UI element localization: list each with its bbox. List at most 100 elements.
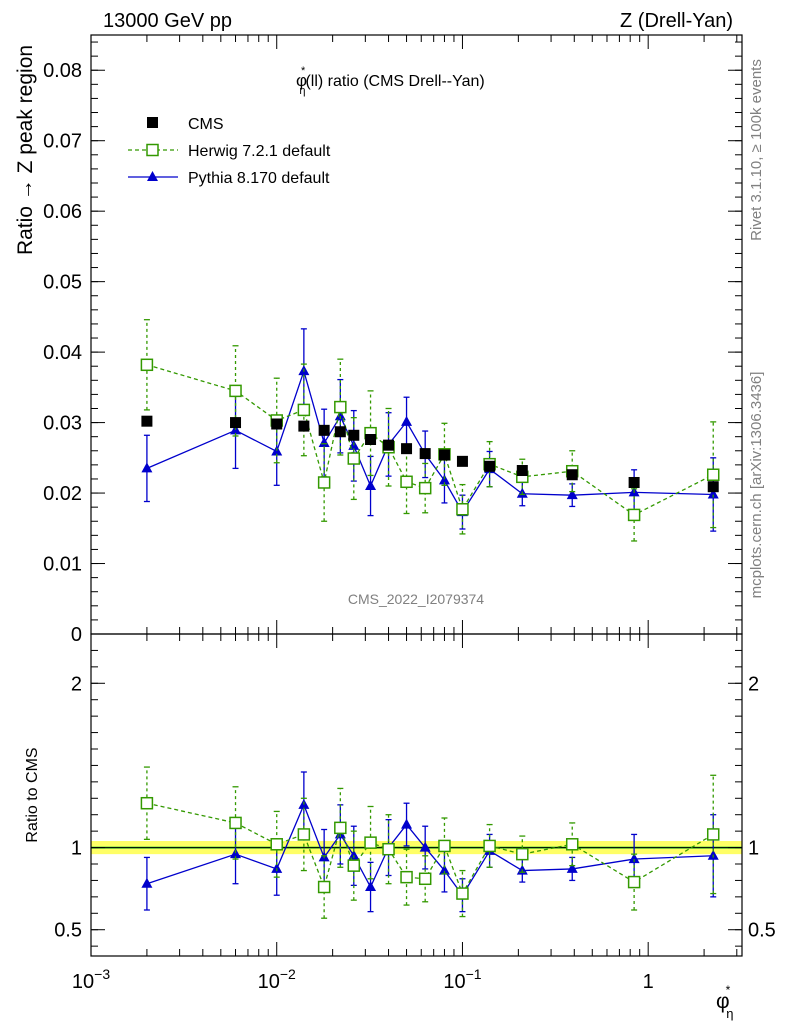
herwig-series-point bbox=[706, 468, 720, 481]
title-star: * bbox=[301, 65, 306, 77]
legend-label-herwig: Herwig 7.2.1 default bbox=[188, 143, 331, 160]
header-right-label: Z (Drell-Yan) bbox=[620, 10, 733, 32]
cms-series-group bbox=[141, 415, 719, 493]
pythia-series-point bbox=[438, 474, 450, 485]
herwig-ratio-series-point bbox=[347, 859, 361, 872]
herwig-ratio-series-point bbox=[317, 880, 331, 894]
cms-series-point bbox=[566, 469, 578, 481]
cms-series-point bbox=[334, 426, 346, 438]
herwig-series-point bbox=[400, 475, 413, 489]
main-y-tick-label: 0.07 bbox=[43, 131, 82, 153]
rivet-version-label: Rivet 3.1.10, ≥ 100k events bbox=[748, 59, 765, 241]
herwig-series-point bbox=[334, 400, 347, 414]
mcplots-label: mcplots.cern.ch [arXiv:1306.3436] bbox=[748, 372, 765, 599]
herwig-ratio-series-point bbox=[229, 816, 242, 830]
ratio-y-tick-label-right: 2 bbox=[748, 673, 759, 695]
cms-series-point bbox=[707, 481, 719, 493]
pythia-series-point bbox=[365, 480, 377, 491]
cms-series-point bbox=[230, 417, 242, 429]
pythia-series-point bbox=[401, 415, 413, 426]
herwig-ratio-series-point bbox=[516, 847, 529, 861]
title-eta: η bbox=[299, 85, 305, 97]
herwig-series-point bbox=[456, 503, 469, 516]
legend-marker-herwig bbox=[146, 143, 159, 157]
cms-series-point bbox=[141, 415, 153, 427]
pythia-ratio-series-line bbox=[146, 803, 714, 897]
pythia-ratio-series-point bbox=[566, 862, 578, 873]
pythia-ratio-series-point bbox=[141, 877, 153, 888]
ratio-y-tick-label-right: 1 bbox=[748, 838, 759, 860]
x-tick-label: 10−2 bbox=[258, 966, 296, 993]
cms-series-point bbox=[628, 476, 640, 488]
main-y-tick-label: 0 bbox=[71, 624, 82, 646]
herwig-ratio-series-point bbox=[334, 821, 347, 835]
ratio-ylabel: Ratio to CMS bbox=[24, 747, 41, 842]
herwig-series-point bbox=[418, 481, 432, 495]
cms-series-point bbox=[348, 429, 360, 441]
herwig-series-point bbox=[317, 476, 331, 489]
pythia-series-point bbox=[141, 462, 153, 473]
main-y-tick-label: 0.01 bbox=[43, 554, 82, 576]
pythia-ratio-series-point bbox=[419, 841, 431, 852]
ratio-y-tick-label: 0.5 bbox=[54, 920, 82, 942]
pythia-ratio-series-point bbox=[628, 853, 640, 864]
pythia-ratio-series-point bbox=[230, 848, 242, 859]
legend-entry-cms: CMS bbox=[147, 116, 224, 133]
cms-series-point bbox=[516, 465, 528, 477]
herwig-series-point bbox=[627, 508, 641, 522]
cms-series-point bbox=[271, 418, 283, 430]
xlabel-phi: φ bbox=[716, 990, 730, 1013]
pythia-ratio-series-point bbox=[438, 864, 450, 875]
ratio-y-tick-label: 2 bbox=[71, 673, 82, 695]
herwig-series-point bbox=[140, 358, 154, 372]
cms-series-point bbox=[484, 460, 496, 472]
herwig-series-point bbox=[347, 452, 361, 465]
legend-marker-cms bbox=[147, 117, 158, 128]
pythia-ratio-series-point bbox=[271, 862, 283, 873]
cms-series-point bbox=[365, 434, 377, 446]
main-y-tick-label: 0.06 bbox=[43, 201, 82, 223]
legend-marker-pythia bbox=[147, 171, 158, 181]
xlabel-star: * bbox=[726, 983, 731, 997]
main-y-tick-label: 0.08 bbox=[43, 60, 82, 82]
main-y-tick-label: 0.02 bbox=[43, 483, 82, 505]
cms-series-point bbox=[456, 455, 468, 467]
herwig-ratio-series-point bbox=[382, 842, 395, 856]
pythia-series-group bbox=[141, 328, 719, 532]
main-ylabel: Ratio → Z peak region bbox=[14, 45, 37, 255]
pythia-ratio-series-point bbox=[401, 818, 413, 829]
herwig-series-line bbox=[146, 364, 714, 516]
x-tick-label: 1 bbox=[643, 971, 654, 993]
title-rest: (ll) ratio (CMS Drell--Yan) bbox=[305, 73, 484, 90]
title-phi: φ bbox=[296, 71, 307, 90]
herwig-series-point bbox=[229, 384, 242, 398]
cms-series-point bbox=[438, 449, 450, 461]
herwig-ratio-series-point bbox=[140, 796, 154, 810]
herwig-ratio-series-group bbox=[140, 766, 720, 919]
cms-series-point bbox=[419, 448, 431, 460]
legend-entry-pythia: Pythia 8.170 default bbox=[128, 170, 330, 187]
herwig-ratio-series-point bbox=[297, 828, 311, 841]
cms-series-point bbox=[318, 424, 330, 436]
x-axis-label: φ* η bbox=[716, 983, 734, 1021]
pythia-series-point bbox=[334, 410, 346, 421]
x-tick-label: 10−3 bbox=[72, 966, 110, 993]
legend-label-pythia: Pythia 8.170 default bbox=[188, 170, 330, 187]
legend-entry-herwig: Herwig 7.2.1 default bbox=[128, 143, 331, 160]
ratio-plot-frame bbox=[90, 633, 743, 957]
cms-series-point bbox=[401, 443, 413, 455]
ratio-y-tick-label-right: 0.5 bbox=[748, 920, 776, 942]
herwig-series-group bbox=[140, 319, 720, 542]
herwig-ratio-series-point bbox=[270, 838, 283, 851]
herwig-ratio-series-point bbox=[706, 828, 720, 841]
herwig-ratio-series-point bbox=[565, 838, 579, 851]
ratio-y-tick-label: 1 bbox=[71, 838, 82, 860]
main-y-tick-label: 0.04 bbox=[43, 342, 82, 364]
cms-series-point bbox=[383, 439, 395, 451]
pythia-ratio-series-point bbox=[365, 881, 377, 891]
herwig-ratio-series-point bbox=[400, 870, 413, 884]
pythia-series-line bbox=[146, 368, 714, 514]
main-y-tick-label: 0.05 bbox=[43, 272, 82, 294]
legend-label-cms: CMS bbox=[188, 116, 224, 133]
